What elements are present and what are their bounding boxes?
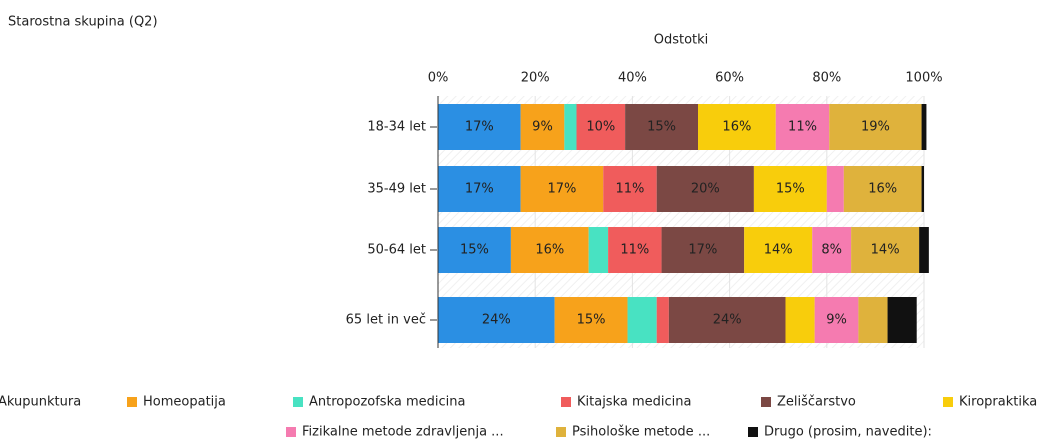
bar-segment [814,297,859,343]
legend-label: Drugo (prosim, navedite): [764,425,932,440]
bar-segment [625,104,699,150]
legend-label: Akupunktura [0,395,81,410]
data-label: 17% [547,182,576,197]
data-label: 19% [861,120,890,135]
x-tick-label: 40% [618,71,647,86]
bar-segment [843,166,922,212]
y-tick-label: 35-49 let [367,182,426,197]
legend-swatch [127,397,137,407]
data-label: 24% [713,313,742,328]
data-label: 16% [868,182,897,197]
bar-segment [919,227,929,273]
bar-segment [520,166,604,212]
bar-segment [753,166,827,212]
x-axis-title: Odstotki [654,33,709,48]
legend-swatch [293,397,303,407]
bar-segment [438,227,511,273]
legend-label: Homeopatija [143,395,226,410]
bar-segment [812,227,852,273]
bar-segment [826,166,844,212]
data-label: 15% [577,313,606,328]
bar-segment [661,227,745,273]
data-label: 15% [776,182,805,197]
bar-segment [921,166,924,212]
data-label: 9% [826,313,847,328]
y-tick-label: 18-34 let [367,120,426,135]
bar-segment [608,227,662,273]
data-label: 14% [764,243,793,258]
bar-segment [438,104,521,150]
bar-segment [656,297,669,343]
bar-segment [921,104,927,150]
bar-segment [438,297,555,343]
bar-segment [858,297,888,343]
legend-swatch [286,427,296,437]
bar-segment [887,297,917,343]
x-tick-label: 100% [905,71,942,86]
bar-segment [588,227,609,273]
data-label: 9% [532,120,553,135]
bar-segment [656,166,754,212]
data-label: 17% [465,182,494,197]
chart-title: Starostna skupina (Q2) [8,15,158,30]
y-tick-label: 50-64 let [367,243,426,258]
bar-segment [564,104,577,150]
legend-label: Antropozofska medicina [309,395,465,410]
data-label: 15% [460,243,489,258]
x-tick-label: 80% [812,71,841,86]
legend-swatch [761,397,771,407]
data-label: 24% [482,313,511,328]
legend-label: Fizikalne metode zdravljenja ... [302,425,504,440]
bar-segment [603,166,657,212]
x-tick-label: 60% [715,71,744,86]
legend-swatch [748,427,758,437]
y-tick-label: 65 let in več [346,313,426,328]
bar-segment [851,227,920,273]
x-tick-label: 20% [521,71,550,86]
bar-segment [668,297,786,343]
legend-swatch [561,397,571,407]
bar-segment [775,104,830,150]
legend-label: Psihološke metode ... [572,425,710,440]
data-label: 11% [616,182,645,197]
data-label: 17% [465,120,494,135]
bar-segment [829,104,922,150]
legend-swatch [556,427,566,437]
data-label: 17% [688,243,717,258]
legend-label: Kitajska medicina [577,395,691,410]
data-label: 11% [620,243,649,258]
data-label: 16% [535,243,564,258]
legend-swatch [943,397,953,407]
bar-segment [554,297,628,343]
data-label: 16% [722,120,751,135]
bar-segment [744,227,813,273]
data-label: 10% [586,120,615,135]
bar-segment [520,104,565,150]
bar-segment [627,297,657,343]
legend-label: Zeliščarstvo [777,395,856,410]
data-label: 15% [647,120,676,135]
bar-segment [510,227,589,273]
bar-segment [576,104,626,150]
bar-segment [785,297,815,343]
bar-segment [438,166,521,212]
data-label: 11% [788,120,817,135]
data-label: 14% [871,243,900,258]
data-label: 20% [691,182,720,197]
data-label: 8% [821,243,842,258]
legend-label: Kiropraktika [959,395,1037,410]
x-tick-label: 0% [428,71,449,86]
bar-segment [698,104,776,150]
